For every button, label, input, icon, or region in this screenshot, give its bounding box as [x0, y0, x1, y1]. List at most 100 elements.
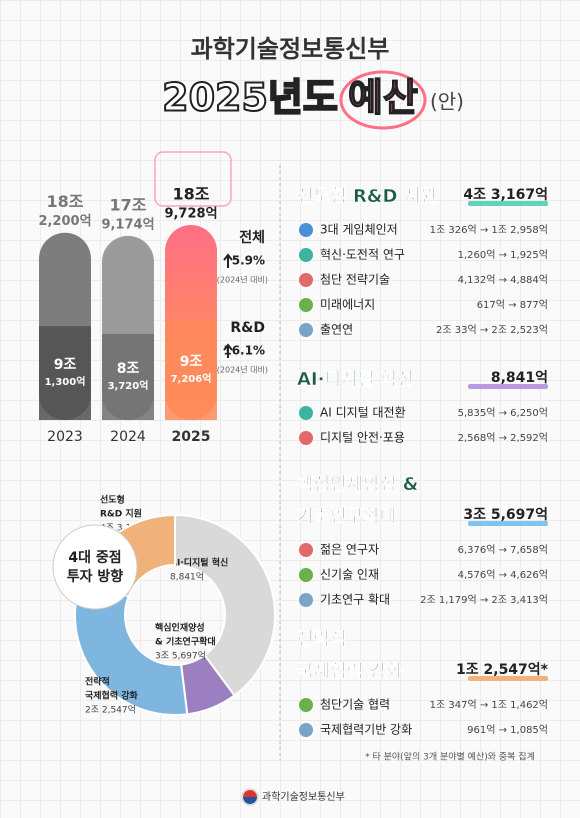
footnote: * 타 분야(앞의 3개 분야별 예산)와 중복 집계 — [365, 751, 535, 763]
item-change: 2조 1,179억 → 2조 3,413억 — [420, 594, 548, 606]
item-icon — [299, 593, 313, 607]
item-icon — [299, 273, 313, 287]
item-name: 젊은 연구자 — [320, 543, 379, 557]
highlight-box — [154, 151, 232, 207]
item-change: 1조 326억 → 1조 2,958억 — [430, 224, 548, 236]
segment-label: R&D 지원 — [100, 508, 142, 520]
total-label: 9,728억 — [164, 207, 217, 222]
summary-change: 5.9% — [232, 254, 265, 268]
rnd-label: 3,720억 — [108, 380, 149, 392]
segment-label: 전략적 — [85, 676, 110, 688]
budget: 예산 — [348, 76, 418, 120]
segment-value: 2조 2,547억 — [85, 704, 136, 716]
total-label: 2,200억 — [38, 214, 91, 229]
rnd-label: 9조 — [54, 357, 77, 373]
item-icon — [299, 248, 313, 262]
section-title: AI·디지털 혁신 — [297, 368, 414, 390]
summary-note: (2024년 대비) — [217, 365, 268, 375]
focus-badge — [52, 524, 138, 610]
item-name: 디지털 안전·포용 — [320, 431, 405, 445]
rnd-label: 8조 — [117, 361, 140, 377]
item-change: 6,376억 → 7,658억 — [458, 544, 548, 556]
section-total: 4조 3,167억 — [463, 187, 548, 203]
draft: (안) — [430, 90, 464, 114]
summary-title: R&D — [230, 320, 265, 336]
item-name: 출연연 — [320, 323, 353, 337]
rnd-bar — [165, 320, 217, 420]
segment-label: 선도형 — [100, 494, 125, 506]
item-change: 5,835억 → 6,250억 — [458, 407, 548, 419]
segment-value: 8,841억 — [170, 571, 204, 583]
segment-label: 국제협력 강화 — [85, 690, 139, 702]
up-arrow — [223, 253, 233, 268]
item-icon — [299, 698, 313, 712]
section-total: 1조 2,547억* — [456, 662, 549, 678]
year-title: 2025년도 — [162, 76, 338, 120]
section-title: 선도형 R&D 지원 — [297, 186, 437, 207]
item-name: AI 디지털 대전환 — [320, 406, 406, 420]
segment-label: & 기초연구확대 — [155, 636, 216, 648]
item-icon — [299, 543, 313, 557]
focus-title: 4대 중점 — [68, 549, 121, 566]
rnd-label: 9조 — [180, 354, 203, 370]
total-label: 18조 — [173, 185, 210, 204]
item-icon — [299, 431, 313, 445]
section-title: 기초연구확대 — [297, 506, 396, 527]
item-change: 2조 33억 → 2조 2,523억 — [436, 324, 548, 336]
logo-bottom — [243, 797, 257, 804]
item-name: 첨단 전략기술 — [320, 273, 390, 287]
item-name: 신기술 인재 — [320, 568, 379, 582]
total-label: 9,174억 — [101, 217, 154, 232]
item-icon — [299, 406, 313, 420]
item-name: 혁신·도전적 연구 — [320, 248, 405, 262]
total-underline — [468, 676, 548, 681]
total-label: 18조 — [47, 192, 84, 211]
section-title: 핵심인재양성 & — [297, 474, 418, 495]
item-name: 미래에너지 — [320, 298, 375, 312]
segment-label: AI·디지털 혁신 — [170, 557, 228, 569]
item-change: 1조 347억 → 1조 1,462억 — [430, 699, 548, 711]
footer: 과학기술정보통신부 — [262, 791, 345, 803]
item-change: 4,576억 → 4,626억 — [458, 569, 548, 581]
section-title: 전략적 — [297, 629, 347, 650]
year-label: 2023 — [47, 429, 83, 445]
item-icon — [299, 568, 313, 582]
section-title: 국제협력 강화 — [297, 660, 403, 682]
rnd-bar — [102, 333, 154, 420]
section-total: 3조 5,697억 — [463, 507, 548, 523]
year-label: 2024 — [110, 429, 146, 445]
focus-title: 투자 방향 — [67, 568, 124, 585]
summary-note: (2024년 대비) — [217, 275, 268, 285]
focus-segment — [174, 513, 276, 697]
item-change: 1,260억 → 1,925억 — [458, 249, 548, 261]
total-label: 17조 — [110, 195, 147, 214]
segment-label: 핵심인재양성 — [155, 622, 205, 634]
segment-value: 3조 5,697억 — [155, 650, 206, 662]
section-total: 8,841억 — [491, 370, 548, 386]
highlight-circle — [339, 70, 427, 130]
item-name: 국제협력기반 강화 — [320, 723, 412, 737]
year-label: 2025 — [172, 429, 211, 445]
logo-top — [243, 790, 257, 797]
summary-title: 전체 — [239, 229, 265, 246]
rnd-label: 1,300억 — [45, 376, 86, 388]
item-name: 첨단기술 협력 — [320, 698, 390, 712]
total-underline — [468, 384, 548, 389]
rnd-label: 7,206억 — [171, 373, 212, 385]
item-icon — [299, 223, 313, 237]
item-name: 기초연구 확대 — [320, 593, 390, 607]
up-arrow — [223, 343, 233, 358]
item-change: 961억 → 1,085억 — [467, 724, 548, 736]
summary-change: 16.1% — [223, 344, 265, 358]
ministry: 과학기술정보통신부 — [191, 35, 390, 63]
item-icon — [299, 323, 313, 337]
item-icon — [299, 723, 313, 737]
item-change: 4,132억 → 4,884억 — [458, 274, 548, 286]
total-underline — [468, 521, 548, 526]
total-underline — [468, 201, 548, 206]
item-change: 2,568억 → 2,592억 — [458, 432, 548, 444]
item-icon — [299, 298, 313, 312]
item-name: 3대 게임체인저 — [320, 223, 398, 237]
item-change: 617억 → 877억 — [477, 299, 548, 311]
